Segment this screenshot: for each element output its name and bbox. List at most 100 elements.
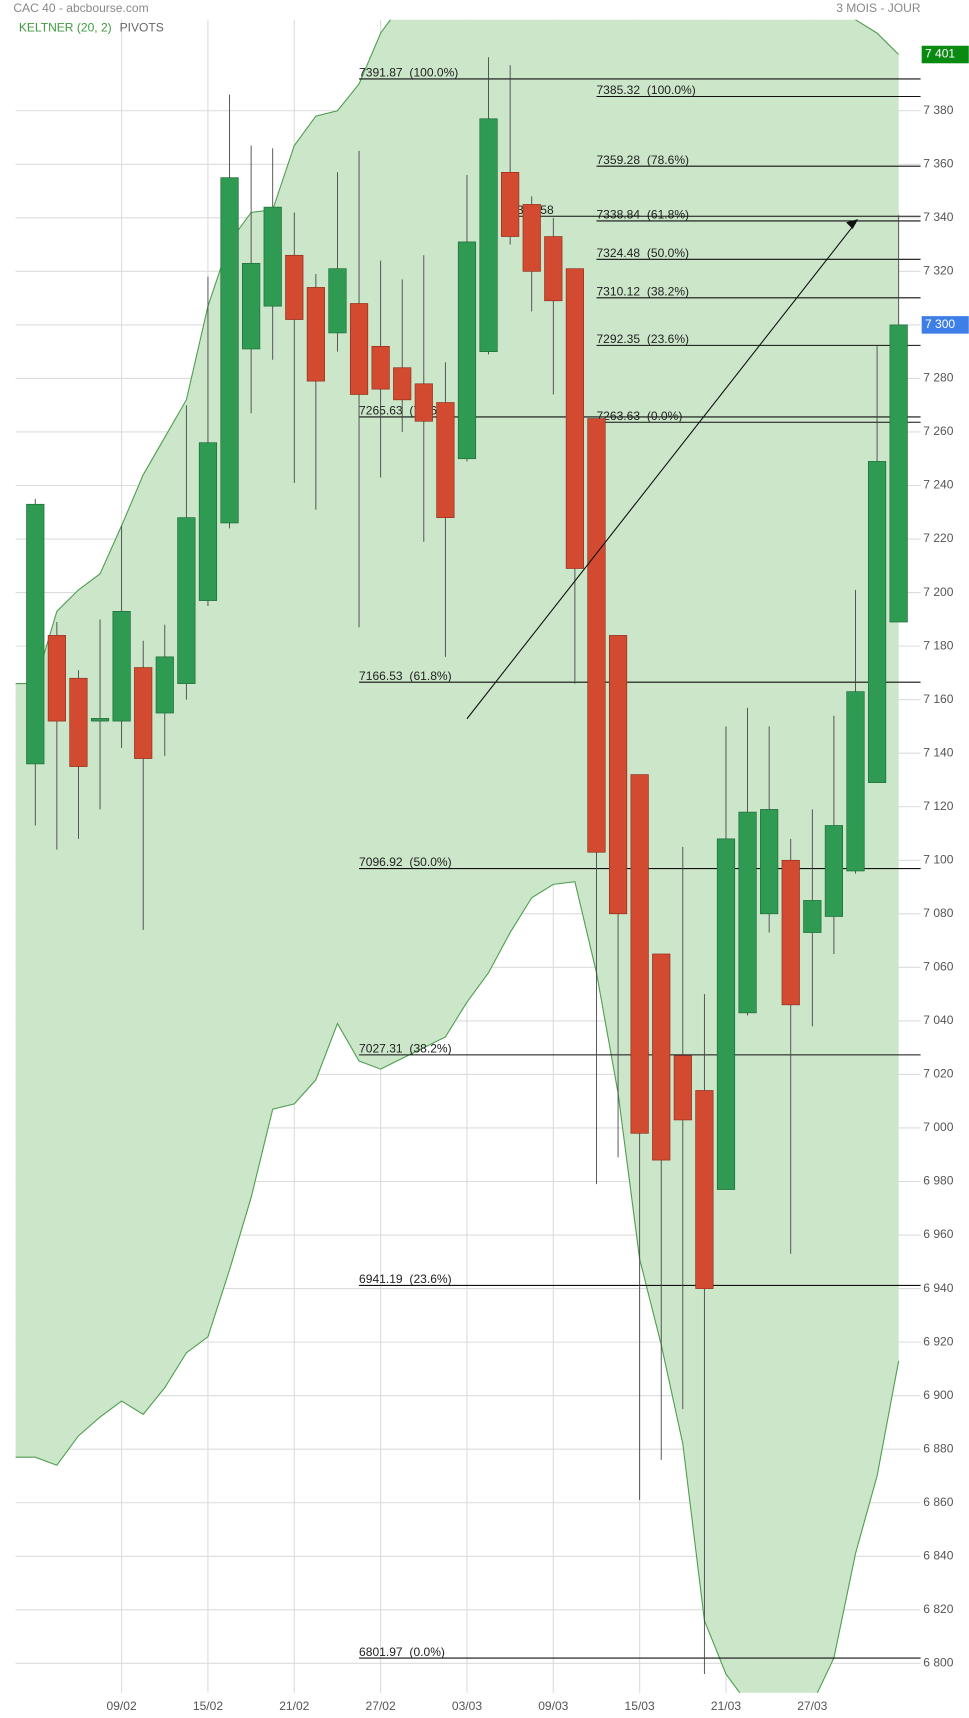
y-tick-label: 7 040	[923, 1013, 953, 1027]
candle-body	[501, 171, 520, 237]
pivot-pct: (23.6%)	[409, 1272, 451, 1286]
x-tick-label: 27/03	[797, 1699, 827, 1713]
x-tick-label: 15/02	[193, 1699, 223, 1713]
candle-body	[263, 206, 282, 307]
pivot-value: 6941.19	[359, 1272, 403, 1286]
pivot-levels: 7391.87(100.0%)7265.63(78.6%)7166.53(61.…	[359, 66, 921, 1659]
candle-body	[479, 118, 498, 352]
pivot-pct: (23.6%)	[647, 332, 689, 346]
pivot-value: 7292.35	[596, 332, 640, 346]
y-tick-label: 6 820	[923, 1602, 953, 1616]
candle-body	[90, 718, 110, 722]
y-tick-label: 6 880	[923, 1441, 953, 1455]
y-tick-label: 7 120	[923, 799, 953, 813]
y-tick-label: 7 020	[923, 1067, 953, 1081]
candle-body	[155, 656, 174, 714]
legend-pivots: PIVOTS	[120, 21, 164, 35]
candles	[26, 57, 908, 1675]
y-tick-label: 7 140	[923, 745, 953, 759]
candle-body	[198, 442, 218, 601]
y-tick-label: 6 800	[923, 1656, 953, 1670]
y-tick-label: 6 860	[923, 1495, 953, 1509]
candle-body	[134, 667, 153, 759]
y-tick-label: 7 320	[923, 264, 953, 278]
price-badge-label: 7 401	[925, 47, 955, 61]
candle-body	[26, 503, 45, 765]
chart-title: CAC 40 - abcbourse.com	[13, 1, 148, 15]
candle-body	[69, 677, 88, 767]
candle-body	[587, 418, 606, 853]
y-tick-label: 7 220	[923, 531, 953, 545]
pivot-value: 7310.12	[596, 285, 640, 299]
pivot-value: 7338.84	[596, 208, 640, 222]
pivot-pct: (0.0%)	[409, 1645, 444, 1659]
y-tick-label: 7 000	[923, 1120, 953, 1134]
pivot-value: 7027.31	[359, 1042, 403, 1056]
candle-body	[242, 262, 261, 350]
candle-body	[306, 287, 325, 382]
pivot-value: 7263.63	[596, 409, 640, 423]
y-tick-label: 7 340	[923, 210, 953, 224]
x-tick-label: 15/03	[625, 1699, 655, 1713]
x-tick-label: 27/02	[366, 1699, 396, 1713]
pivot-pct: (100.0%)	[409, 66, 458, 80]
candle-body	[436, 402, 455, 518]
y-tick-label: 7 380	[923, 103, 953, 117]
candle-body	[457, 241, 477, 460]
candle-body	[760, 809, 779, 915]
pivot-value: 7324.48	[596, 246, 640, 260]
candle-body	[846, 691, 865, 872]
x-tick-label: 21/03	[711, 1699, 741, 1713]
band-upper	[15, 19, 900, 685]
candle-body	[328, 268, 347, 334]
price-badge	[921, 45, 969, 64]
y-tick-label: 6 940	[923, 1281, 953, 1295]
trend-arrow	[466, 222, 857, 720]
candle-body	[867, 461, 887, 783]
candle-body	[630, 774, 649, 1134]
chart-subtitle: 3 MOIS - JOUR	[836, 1, 921, 15]
candle-body	[220, 177, 239, 524]
pivot-value: 6801.97	[359, 1645, 403, 1659]
candle-body	[371, 345, 390, 390]
candle-body	[112, 610, 131, 722]
x-tick-label: 09/03	[538, 1699, 568, 1713]
y-tick-label: 7 080	[923, 906, 953, 920]
pivot-pct: (38.2%)	[409, 1042, 451, 1056]
legend-keltner: KELTNER (20, 2)	[19, 21, 112, 35]
candle-body	[608, 635, 628, 915]
y-tick-label: 6 900	[923, 1388, 953, 1402]
candle-body	[695, 1090, 714, 1289]
candle-body	[781, 859, 800, 1006]
candle-body	[414, 383, 433, 422]
pivot-pct: (78.6%)	[647, 153, 689, 167]
candle-body	[824, 825, 844, 917]
y-tick-label: 7 100	[923, 852, 953, 866]
y-tick-label: 6 960	[923, 1227, 953, 1241]
y-tick-label: 7 180	[923, 638, 953, 652]
y-tick-label: 6 920	[923, 1334, 953, 1348]
price-badge-label: 7 300	[925, 317, 955, 331]
pivot-value: 7359.28	[596, 153, 640, 167]
x-tick-label: 03/03	[452, 1699, 482, 1713]
candle-body	[889, 324, 908, 623]
pivot-pct: (0.0%)	[647, 409, 682, 423]
candle-body	[349, 303, 369, 395]
y-tick-label: 6 840	[923, 1548, 953, 1562]
pivot-value: 7385.32	[596, 83, 640, 97]
y-tick-label: 7 360	[923, 156, 953, 170]
y-tick-label: 7 240	[923, 478, 953, 492]
pivot-pct: (61.8%)	[647, 208, 689, 222]
candle-body	[393, 367, 412, 401]
candle-body	[652, 953, 671, 1161]
candle-body	[177, 517, 196, 684]
x-tick-label: 09/02	[107, 1699, 137, 1713]
y-tick-label: 7 060	[923, 960, 953, 974]
candle-body	[673, 1055, 692, 1121]
candle-body	[522, 204, 541, 272]
candle-body	[47, 635, 66, 722]
pivot-pct: (61.8%)	[409, 669, 451, 683]
candle-body	[285, 254, 304, 320]
candle-body	[544, 236, 563, 302]
